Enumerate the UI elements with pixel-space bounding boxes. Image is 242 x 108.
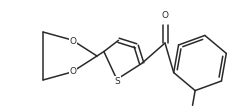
Text: O: O bbox=[161, 11, 168, 21]
Text: S: S bbox=[114, 77, 120, 86]
Text: O: O bbox=[69, 37, 76, 45]
Text: O: O bbox=[69, 67, 76, 75]
